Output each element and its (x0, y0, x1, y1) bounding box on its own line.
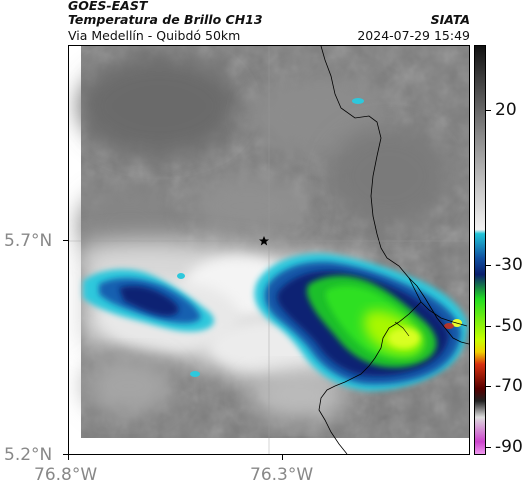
colorbar-tick (486, 265, 491, 266)
colorbar-label-minus-50: -50 (495, 316, 523, 336)
colorbar (474, 45, 486, 455)
lat-tick-mark (63, 454, 68, 455)
lat-label-5-2: 5.2°N (4, 445, 53, 465)
colorbar-label-minus-30: -30 (495, 255, 523, 275)
lon-label-76-8: 76.8°W (34, 465, 98, 485)
colorbar-label-minus-90: -90 (495, 437, 523, 457)
product-title: Temperatura de Brillo CH13 (68, 12, 263, 27)
colorbar-label-minus-70: -70 (495, 376, 523, 396)
region-label: Via Medellín - Quibdó 50km (68, 28, 241, 43)
lat-label-5-7: 5.7°N (4, 231, 53, 251)
colorbar-tick (486, 447, 491, 448)
lon-label-76-3: 76.3°W (250, 465, 314, 485)
satellite-map[interactable] (68, 45, 470, 455)
agency-label: SIATA (430, 12, 470, 27)
lat-tick-mark (63, 240, 68, 241)
colorbar-tick (486, 326, 491, 327)
colorbar-tick (486, 386, 491, 387)
colorbar-tick (486, 110, 491, 111)
colorbar-label-20: 20 (495, 100, 517, 120)
lon-tick-mark (282, 455, 283, 460)
star-icon (259, 236, 269, 246)
datetime-label: 2024-07-29 15:49 (357, 28, 470, 43)
imagery-area (69, 46, 469, 454)
map-canvas (69, 46, 469, 454)
lon-tick-mark (68, 455, 69, 460)
satellite-source: GOES-EAST (68, 0, 148, 13)
